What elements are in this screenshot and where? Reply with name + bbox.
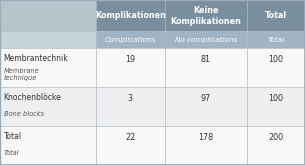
- Text: Total: Total: [265, 11, 287, 20]
- Bar: [96, 31, 165, 48]
- Bar: [165, 48, 247, 87]
- Bar: [165, 31, 247, 48]
- Text: 178: 178: [198, 133, 213, 142]
- Bar: [247, 87, 305, 126]
- Text: 100: 100: [268, 55, 284, 64]
- Text: 81: 81: [201, 55, 211, 64]
- Bar: [247, 48, 305, 87]
- Bar: [165, 126, 247, 165]
- Bar: [0, 48, 96, 87]
- Text: 3: 3: [128, 94, 133, 103]
- Bar: [247, 31, 305, 48]
- Bar: [96, 87, 165, 126]
- Bar: [0, 126, 96, 165]
- Text: Total: Total: [267, 37, 285, 43]
- Text: 22: 22: [125, 133, 135, 142]
- Bar: [96, 48, 165, 87]
- Text: Total: Total: [4, 132, 22, 141]
- Bar: [165, 0, 247, 31]
- Text: 100: 100: [268, 94, 284, 103]
- Text: Membrane
technique: Membrane technique: [4, 68, 39, 81]
- Text: Knochenblöcke: Knochenblöcke: [4, 93, 61, 102]
- Bar: [0, 87, 96, 126]
- Bar: [247, 126, 305, 165]
- Text: Complications: Complications: [105, 36, 156, 43]
- Text: Total: Total: [4, 150, 19, 156]
- Text: No complications: No complications: [175, 36, 237, 43]
- Bar: [0, 0, 96, 31]
- Text: Komplikationen: Komplikationen: [95, 11, 166, 20]
- Text: Bone blocks: Bone blocks: [4, 111, 44, 116]
- Text: 19: 19: [125, 55, 135, 64]
- Text: Membrantechnik: Membrantechnik: [4, 54, 68, 63]
- Text: 97: 97: [201, 94, 211, 103]
- Bar: [165, 87, 247, 126]
- Bar: [247, 0, 305, 31]
- Bar: [0, 31, 96, 48]
- Bar: [96, 126, 165, 165]
- Text: 200: 200: [268, 133, 284, 142]
- Bar: [96, 0, 165, 31]
- Text: Keine
Komplikationen: Keine Komplikationen: [170, 6, 241, 26]
